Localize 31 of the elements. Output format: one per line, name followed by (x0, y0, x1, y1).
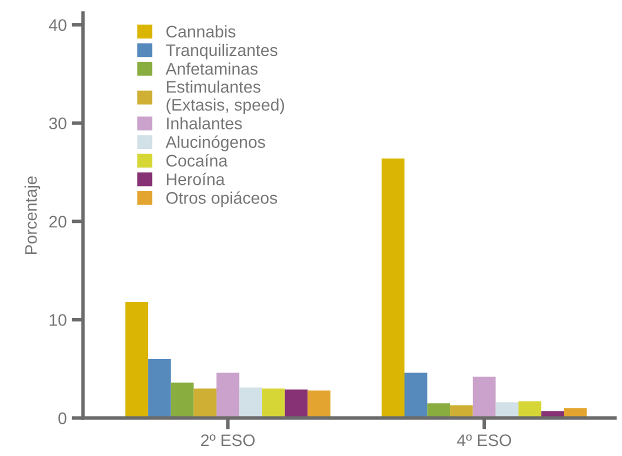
x-tick-label: 2º ESO (201, 434, 255, 446)
legend-label: Tranquilizantes (166, 44, 278, 60)
y-tick-label: 10 (50, 314, 66, 326)
x-tick-label: 4º ESO (457, 434, 512, 446)
bar (262, 388, 285, 418)
bar (148, 359, 171, 418)
legend-label: Estimulantes (Extasis, speed) (166, 80, 284, 114)
y-tick-label: 30 (49, 118, 66, 130)
legend-label: Heroína (166, 172, 225, 186)
bar (450, 405, 473, 418)
y-tick-label: 0 (58, 412, 66, 424)
y-tick-label: 40 (48, 19, 66, 31)
bar (308, 390, 330, 418)
y-axis-title: Porcentaje (24, 176, 40, 254)
legend-label: Inhalantes (167, 117, 242, 130)
bar (284, 389, 308, 418)
legend-label: Cocaína (166, 154, 228, 167)
bar (216, 372, 240, 418)
bar (496, 402, 518, 418)
bar (382, 158, 404, 418)
bar (404, 372, 428, 418)
bar (170, 382, 194, 418)
legend-label: Otros opiáceos (166, 191, 278, 208)
y-tick-label: 20 (49, 216, 66, 228)
legend-label: Cannabis (166, 25, 236, 38)
bar (472, 376, 496, 418)
bar (194, 388, 216, 418)
legend-label: Alucinógenos (166, 136, 266, 152)
bar (239, 388, 262, 418)
bar (125, 302, 148, 418)
legend-label: Anfetaminas (166, 62, 258, 75)
